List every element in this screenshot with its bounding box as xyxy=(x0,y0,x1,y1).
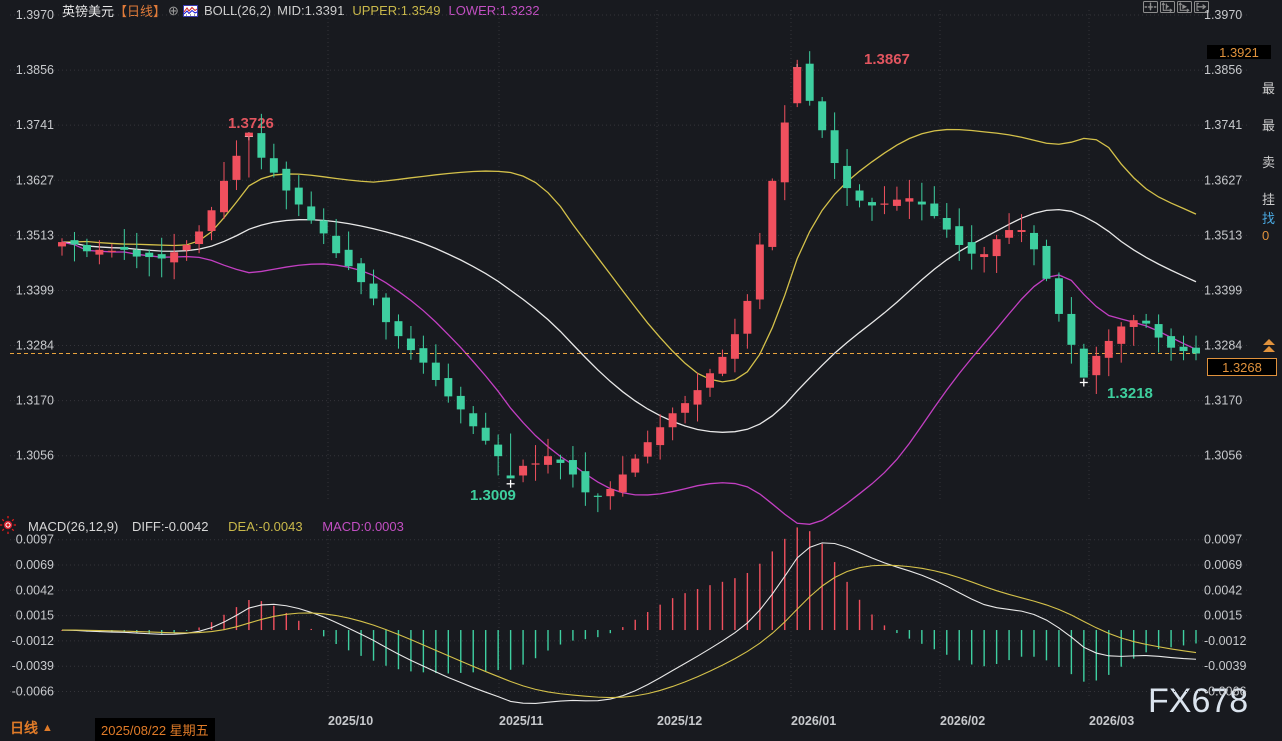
svg-text:-0.0039: -0.0039 xyxy=(1204,659,1246,673)
svg-text:1.3741: 1.3741 xyxy=(16,118,54,132)
svg-text:0.0042: 0.0042 xyxy=(1204,583,1242,597)
svg-text:1.3056: 1.3056 xyxy=(16,449,54,463)
svg-text:2025/12: 2025/12 xyxy=(657,714,702,728)
svg-text:1.3170: 1.3170 xyxy=(1204,394,1242,408)
svg-text:2025/11: 2025/11 xyxy=(499,714,544,728)
svg-text:1.3627: 1.3627 xyxy=(16,173,54,187)
svg-text:0.0069: 0.0069 xyxy=(1204,558,1242,572)
svg-text:1.3513: 1.3513 xyxy=(16,228,54,242)
svg-text:-0.0012: -0.0012 xyxy=(1204,634,1246,648)
svg-text:-0.0066: -0.0066 xyxy=(1204,685,1246,699)
svg-text:1.3856: 1.3856 xyxy=(1204,63,1242,77)
svg-text:2026/03: 2026/03 xyxy=(1089,714,1134,728)
svg-text:1.3399: 1.3399 xyxy=(1204,283,1242,297)
svg-text:1.3970: 1.3970 xyxy=(1204,8,1242,22)
svg-text:-0.0039: -0.0039 xyxy=(12,659,54,673)
svg-text:0.0015: 0.0015 xyxy=(1204,609,1242,623)
svg-text:0.0042: 0.0042 xyxy=(16,583,54,597)
svg-text:1.3627: 1.3627 xyxy=(1204,173,1242,187)
svg-text:0.0097: 0.0097 xyxy=(1204,533,1242,547)
svg-text:1.3170: 1.3170 xyxy=(16,394,54,408)
svg-text:1.3056: 1.3056 xyxy=(1204,449,1242,463)
svg-text:2025/10: 2025/10 xyxy=(328,714,373,728)
svg-text:0.0069: 0.0069 xyxy=(16,558,54,572)
svg-text:1.3399: 1.3399 xyxy=(16,283,54,297)
svg-text:2026/02: 2026/02 xyxy=(940,714,985,728)
svg-text:1.3970: 1.3970 xyxy=(16,8,54,22)
svg-text:1.3284: 1.3284 xyxy=(1204,339,1242,353)
svg-text:-0.0012: -0.0012 xyxy=(12,634,54,648)
svg-text:-0.0066: -0.0066 xyxy=(12,685,54,699)
svg-text:0.0097: 0.0097 xyxy=(16,533,54,547)
svg-text:2026/01: 2026/01 xyxy=(791,714,836,728)
svg-text:1.3284: 1.3284 xyxy=(16,339,54,353)
svg-text:1.3741: 1.3741 xyxy=(1204,118,1242,132)
svg-text:1.3856: 1.3856 xyxy=(16,63,54,77)
svg-text:1.3513: 1.3513 xyxy=(1204,228,1242,242)
svg-text:0.0015: 0.0015 xyxy=(16,609,54,623)
